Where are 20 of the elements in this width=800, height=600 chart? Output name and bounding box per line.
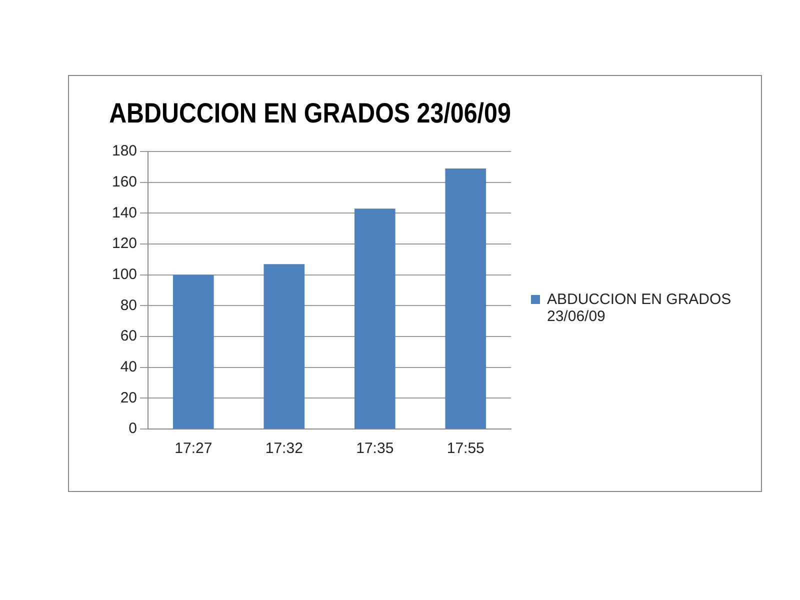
x-tick-label: 17:35 bbox=[356, 440, 394, 458]
x-tick-label: 17:55 bbox=[446, 440, 484, 458]
y-tick-label: 80 bbox=[120, 296, 138, 314]
bar bbox=[445, 168, 486, 428]
y-tick-label: 100 bbox=[112, 266, 138, 284]
chart-title: ABDUCCION EN GRADOS 23/06/09 bbox=[109, 96, 511, 129]
y-tick-label: 160 bbox=[112, 174, 138, 191]
legend-label: ABDUCCION EN GRADOS 23/06/09 bbox=[547, 291, 732, 325]
y-tick-label: 140 bbox=[112, 204, 138, 222]
bar bbox=[172, 274, 214, 428]
y-tick-label: 60 bbox=[120, 328, 138, 345]
y-tick-label: 180 bbox=[112, 142, 138, 160]
x-tick-label: 17:27 bbox=[174, 440, 212, 458]
y-tick-label: 20 bbox=[120, 389, 138, 406]
x-tick-label: 17:32 bbox=[265, 440, 303, 458]
bar bbox=[264, 264, 305, 428]
y-tick-label: 120 bbox=[112, 235, 138, 252]
y-tick-label: 40 bbox=[120, 358, 138, 376]
y-tick-label: 0 bbox=[128, 420, 138, 438]
bar bbox=[354, 208, 396, 428]
